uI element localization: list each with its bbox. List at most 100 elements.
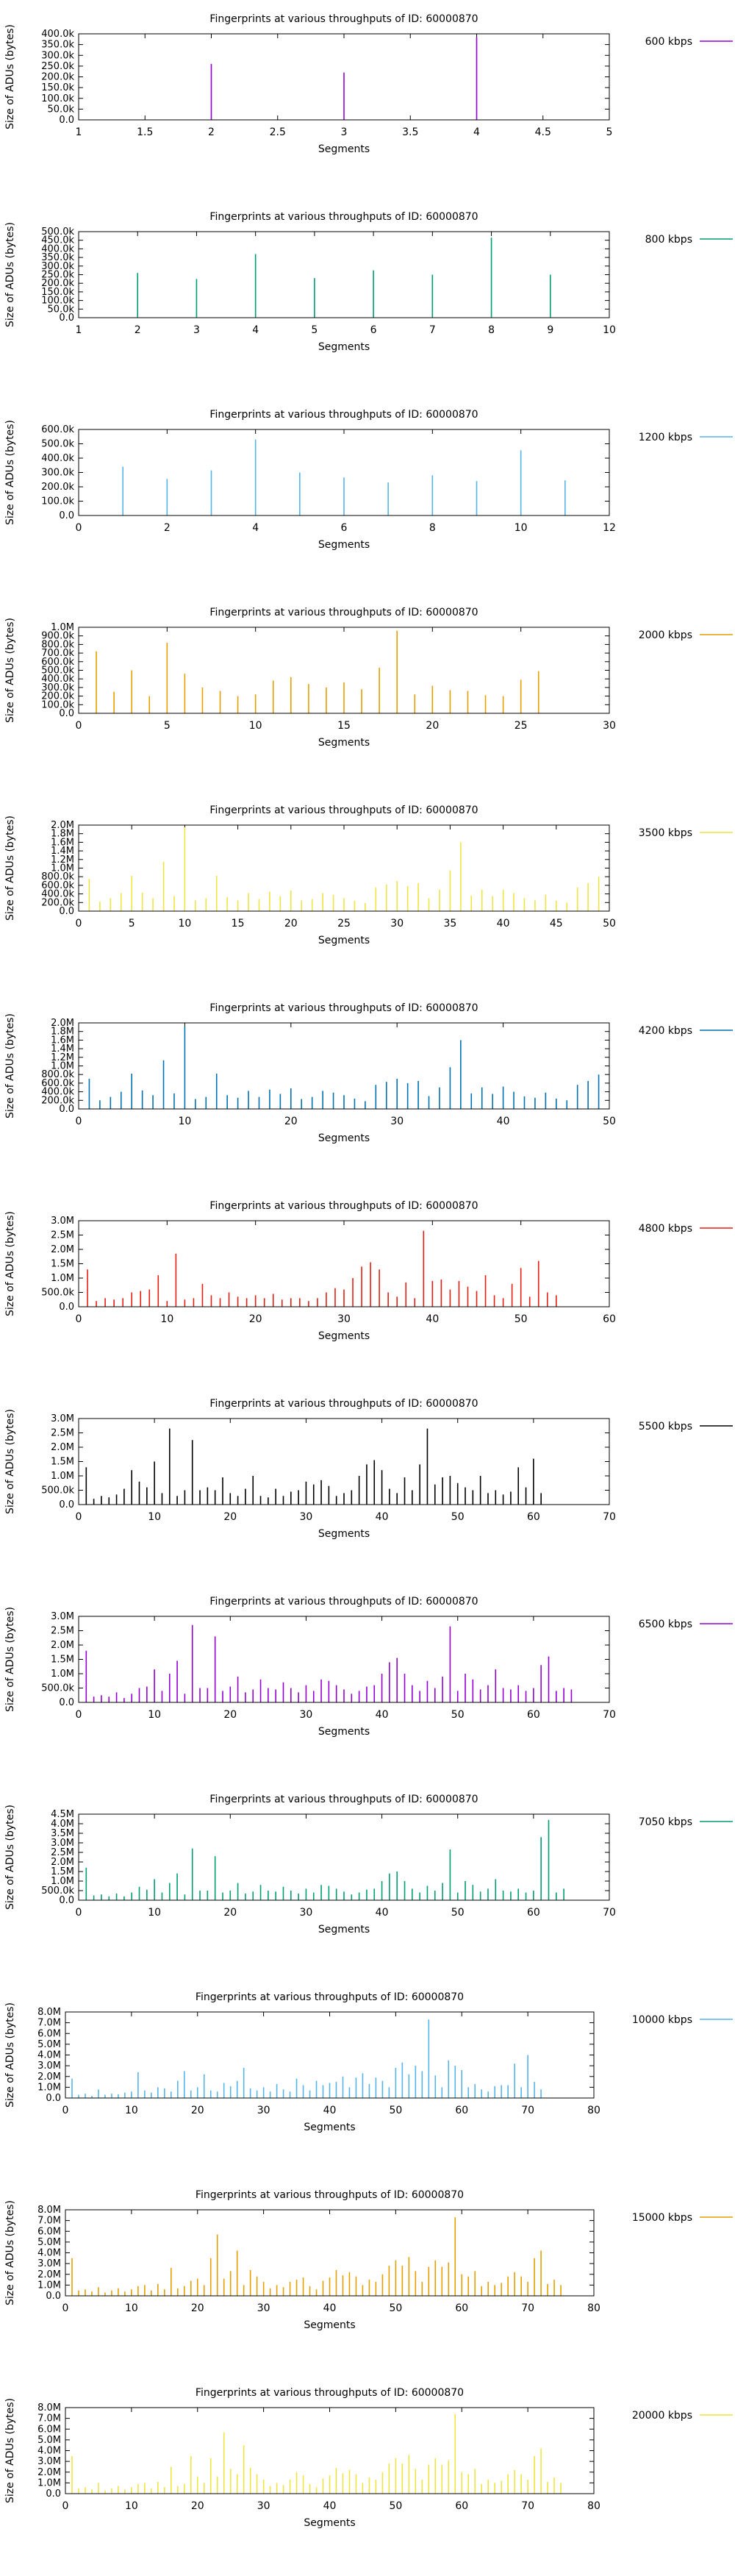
y-tick-label: 1.0M	[37, 2082, 61, 2093]
x-axis-label: Segments	[318, 1726, 370, 1738]
y-tick-label: 800.0k	[41, 1069, 74, 1080]
y-tick-label: 3.0M	[37, 2456, 61, 2467]
chart-title: Fingerprints at various throughputs of I…	[196, 1991, 464, 2003]
y-tick-label: 2.0M	[37, 2269, 61, 2280]
x-tick-label: 3.5	[402, 126, 418, 138]
legend-label: 10000 kbps	[632, 2014, 692, 2026]
x-tick-label: 50	[451, 1709, 465, 1721]
y-tick-label: 4.0M	[51, 1819, 74, 1830]
y-tick-label: 4.5M	[51, 1809, 74, 1820]
y-tick-label: 1.5M	[51, 1655, 74, 1666]
chart-title: Fingerprints at various throughputs of I…	[209, 1002, 478, 1014]
chart-title: Fingerprints at various throughputs of I…	[209, 1596, 478, 1608]
x-tick-label: 50	[603, 918, 616, 930]
y-axis-label: Size of ADUs (bytes)	[4, 1013, 16, 1118]
chart-title: Fingerprints at various throughputs of I…	[209, 607, 478, 618]
y-tick-label: 1.4M	[51, 846, 74, 857]
legend-label: 6500 kbps	[639, 1619, 692, 1630]
x-tick-label: 50	[451, 1511, 465, 1523]
x-tick-label: 40	[323, 2302, 337, 2314]
x-tick-label: 9	[547, 324, 553, 336]
legend-label: 600 kbps	[645, 36, 692, 48]
y-tick-label: 0.0	[59, 1499, 74, 1510]
plot-frame	[78, 1616, 610, 1703]
x-tick-label: 50	[389, 2500, 402, 2512]
x-tick-label: 35	[443, 918, 456, 930]
x-tick-label: 30	[300, 1907, 313, 1919]
y-tick-label: 0.0	[46, 2488, 61, 2500]
x-tick-label: 70	[521, 2500, 534, 2512]
x-tick-label: 4	[473, 126, 480, 138]
plot-frame	[78, 231, 610, 318]
x-tick-label: 1	[76, 324, 82, 336]
x-tick-label: 10	[514, 522, 528, 534]
y-tick-label: 500.0k	[41, 1288, 74, 1299]
y-tick-label: 0.0	[59, 313, 74, 324]
y-tick-label: 2.5M	[51, 1847, 74, 1858]
y-axis-label: Size of ADUs (bytes)	[4, 1607, 16, 1712]
x-tick-label: 8	[488, 324, 495, 336]
chart-title: Fingerprints at various throughputs of I…	[209, 409, 478, 421]
chart-panel-13: Fingerprints at various throughputs of I…	[4, 2387, 733, 2529]
y-tick-label: 300.0k	[41, 468, 74, 479]
x-tick-label: 10	[125, 2105, 138, 2116]
y-tick-label: 1.2M	[51, 854, 74, 866]
x-tick-label: 6	[341, 522, 348, 534]
x-tick-label: 70	[603, 1709, 616, 1721]
y-tick-label: 1.0M	[37, 2477, 61, 2488]
x-tick-label: 20	[191, 2105, 204, 2116]
x-tick-label: 1	[76, 126, 82, 138]
plot-frame	[78, 627, 610, 714]
legend-label: 20000 kbps	[632, 2410, 692, 2422]
x-tick-label: 50	[389, 2302, 402, 2314]
y-tick-label: 400.0k	[41, 453, 74, 464]
y-tick-label: 4.0M	[37, 2248, 61, 2259]
y-tick-label: 8.0M	[37, 2402, 61, 2413]
y-tick-label: 7.0M	[37, 2216, 61, 2227]
y-axis-label: Size of ADUs (bytes)	[4, 2002, 16, 2108]
chart-panel-5: Fingerprints at various throughputs of I…	[4, 804, 733, 946]
x-tick-label: 45	[550, 918, 563, 930]
y-tick-label: 300.0k	[41, 261, 74, 272]
plot-frame	[78, 1022, 610, 1110]
y-tick-label: 250.0k	[41, 61, 74, 72]
x-tick-label: 0	[76, 522, 82, 534]
legend-label: 7050 kbps	[639, 1816, 692, 1828]
x-tick-label: 40	[497, 1116, 510, 1127]
y-tick-label: 700.0k	[41, 648, 74, 659]
x-axis-label: Segments	[318, 935, 370, 946]
y-tick-label: 400.0k	[41, 889, 74, 900]
x-tick-label: 60	[527, 1907, 540, 1919]
y-tick-label: 5.0M	[37, 2237, 61, 2248]
y-tick-label: 1.0M	[51, 1061, 74, 1072]
x-tick-label: 30	[300, 1709, 313, 1721]
y-axis-label: Size of ADUs (bytes)	[4, 24, 16, 129]
y-tick-label: 1.0M	[37, 2280, 61, 2291]
x-tick-label: 30	[337, 1313, 351, 1325]
x-tick-label: 50	[389, 2105, 402, 2116]
y-tick-label: 1.6M	[51, 1035, 74, 1046]
y-tick-label: 600.0k	[41, 657, 74, 668]
x-tick-label: 40	[376, 1709, 389, 1721]
x-axis-label: Segments	[318, 143, 370, 155]
x-tick-label: 20	[284, 1116, 298, 1127]
x-tick-label: 70	[603, 1511, 616, 1523]
chart-panel-12: Fingerprints at various throughputs of I…	[4, 2189, 733, 2331]
x-tick-label: 10	[249, 720, 262, 732]
x-axis-label: Segments	[318, 1528, 370, 1540]
y-tick-label: 2.0M	[51, 820, 74, 831]
y-tick-label: 250.0k	[41, 270, 74, 281]
y-tick-label: 8.0M	[37, 2007, 61, 2018]
y-tick-label: 0.0	[59, 115, 74, 126]
y-axis-label: Size of ADUs (bytes)	[4, 2398, 16, 2503]
x-tick-label: 2	[164, 522, 171, 534]
y-tick-label: 3.0M	[51, 1611, 74, 1622]
y-tick-label: 600.0k	[41, 424, 74, 435]
chart-panel-3: Fingerprints at various throughputs of I…	[4, 409, 733, 551]
chart-title: Fingerprints at various throughputs of I…	[209, 1794, 478, 1805]
y-tick-label: 600.0k	[41, 880, 74, 891]
y-tick-label: 4.0M	[37, 2050, 61, 2061]
plot-frame	[78, 429, 610, 516]
x-tick-label: 5	[129, 918, 135, 930]
x-tick-label: 30	[390, 1116, 404, 1127]
